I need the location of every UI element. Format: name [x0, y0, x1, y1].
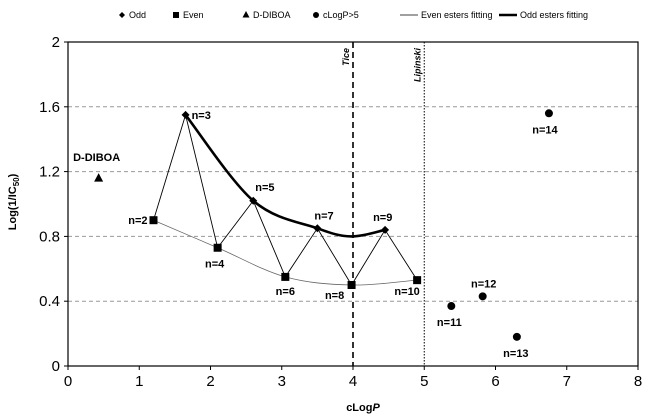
point-labels: n=3 n=5 n=7 n=9 n=2 n=4 n=6 n=8 n=10 D-DIBOA n=11 n… — [73, 110, 558, 360]
y-tick-label: 1.6 — [39, 99, 60, 116]
legend-label: cLogP>5 — [323, 10, 359, 20]
legend-label: Odd esters fitting — [520, 10, 588, 20]
reference-lines: Tice Lipinski — [341, 42, 425, 366]
point-label: D-DIBOA — [73, 152, 120, 164]
reference-line-label: Lipinski — [412, 48, 422, 83]
data-point — [181, 110, 190, 119]
legend-label: Odd — [129, 10, 146, 20]
odd-fit-curve — [184, 114, 386, 238]
legend-marker — [173, 12, 179, 18]
x-tick-label: 8 — [634, 373, 642, 390]
y-tick-label: 2 — [52, 34, 60, 51]
connecting-zigzag — [153, 113, 418, 286]
x-axis-label: cLogP — [346, 402, 380, 414]
tick-labels: 0 1 2 3 4 5 6 7 8 0 0.4 0.8 1.2 1.6 2 — [39, 34, 642, 390]
legend-label: D-DIBOA — [253, 10, 291, 20]
data-point — [281, 272, 290, 281]
reference-line-label: Tice — [341, 48, 351, 66]
data-point — [213, 243, 222, 252]
data-point — [447, 302, 456, 311]
legend-marker — [119, 12, 125, 18]
data-point — [544, 109, 553, 118]
data-point — [249, 196, 258, 205]
x-tick-label: 4 — [349, 373, 357, 390]
point-label: n=6 — [276, 286, 295, 298]
x-tick-label: 5 — [420, 373, 428, 390]
x-tick-label: 7 — [563, 373, 571, 390]
y-tick-label: 1.2 — [39, 164, 60, 181]
legend-marker — [242, 11, 250, 18]
point-label: n=8 — [325, 290, 344, 302]
data-point — [149, 216, 158, 225]
data-point — [413, 276, 422, 285]
data-point — [94, 173, 104, 182]
grid-lines — [68, 106, 638, 302]
legend-marker — [313, 12, 319, 18]
data-point — [313, 224, 322, 233]
x-tick-label: 2 — [206, 373, 214, 390]
x-tick-label: 3 — [278, 373, 286, 390]
data-points — [94, 109, 553, 341]
data-point — [478, 292, 487, 301]
point-label: n=3 — [192, 110, 211, 122]
data-point — [381, 225, 390, 234]
point-label: n=4 — [205, 259, 225, 271]
legend-label: Even — [183, 10, 204, 20]
x-tick-label: 0 — [64, 373, 72, 390]
point-label: n=9 — [373, 212, 392, 224]
y-axis-label: Log(1/IC50) — [7, 173, 21, 230]
data-point — [512, 332, 521, 341]
point-label: n=7 — [314, 210, 333, 222]
zigzag-line — [153, 113, 418, 286]
point-label: n=2 — [128, 215, 147, 227]
x-tick-label: 6 — [491, 373, 499, 390]
point-label: n=12 — [471, 278, 496, 290]
chart-legend: Odd Even D-DIBOA cLogP>5 Even esters fitting… — [119, 10, 588, 20]
y-tick-label: 0.4 — [39, 293, 60, 310]
legend-label: Even esters fitting — [421, 10, 493, 20]
y-tick-label: 0 — [52, 358, 60, 375]
point-label: n=5 — [255, 182, 274, 194]
point-label: n=14 — [532, 124, 558, 136]
fit-curves — [153, 114, 418, 286]
x-tick-label: 1 — [135, 373, 143, 390]
point-label: n=10 — [394, 286, 419, 298]
y-tick-label: 0.8 — [39, 228, 60, 245]
data-point — [347, 281, 356, 289]
point-label: n=11 — [437, 317, 462, 329]
point-label: n=13 — [503, 348, 528, 360]
